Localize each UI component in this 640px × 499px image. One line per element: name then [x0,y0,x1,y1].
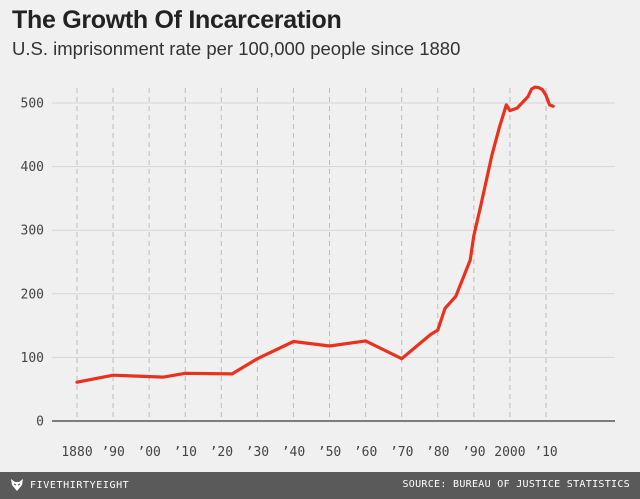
x-tick-label: ’90 [101,445,124,460]
x-tick-label: ’80 [426,445,449,460]
chart-subtitle: U.S. imprisonment rate per 100,000 peopl… [12,38,461,59]
line-chart: 0 100 200 300 400 500 1880 ’90 ’00 ’10 ’20 ’30 ’40 ’… [21,85,615,460]
chart-title: The Growth Of Incarceration [12,6,342,34]
x-tick-label: ’70 [390,445,413,460]
brand-logo: FIVETHIRTYEIGHT [10,478,129,492]
footer-bar: FIVETHIRTYEIGHT SOURCE: BUREAU OF JUSTIC… [0,472,640,499]
x-tick-label: ’90 [462,445,485,460]
fox-icon [11,479,23,491]
x-axis-ticks: 1880 ’90 ’00 ’10 ’20 ’30 ’40 ’50 ’60 ’70 ’80 ’90 200… [61,445,557,460]
y-tick-label: 400 [21,160,44,175]
y-tick-label: 0 [36,415,44,430]
y-axis-ticks: 0 100 200 300 400 500 [21,97,44,430]
grid [52,88,615,422]
series-group [75,85,555,384]
y-tick-label: 100 [21,351,44,366]
x-tick-label: 2000 [494,445,525,460]
series-line-imprisonment-rate [75,85,555,384]
source-note: SOURCE: BUREAU OF JUSTICE STATISTICS [402,479,630,490]
x-tick-label: ’10 [534,445,557,460]
x-tick-label: ’10 [173,445,196,460]
x-tick-label: ’00 [137,445,160,460]
x-tick-label: ’60 [354,445,377,460]
x-tick-label: ’40 [282,445,305,460]
y-tick-label: 200 [21,287,44,302]
brand-name: FIVETHIRTYEIGHT [30,479,130,491]
y-tick-label: 300 [21,224,44,239]
y-tick-label: 500 [21,97,44,112]
x-tick-label: ’20 [210,445,233,460]
x-tick-label: ’30 [246,445,269,460]
x-tick-label: 1880 [61,445,92,460]
x-tick-label: ’50 [318,445,341,460]
